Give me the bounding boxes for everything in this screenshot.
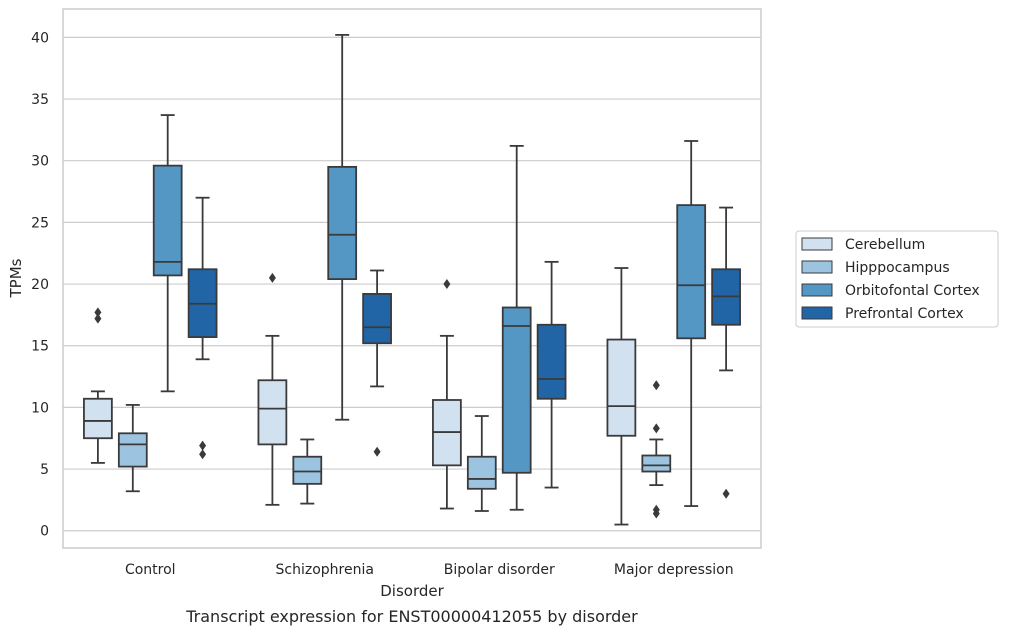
outlier-point	[722, 488, 730, 499]
legend-swatch	[801, 237, 833, 251]
box-iqr	[327, 165, 358, 281]
box-cerebellum-2	[432, 279, 462, 510]
legend-frame	[795, 230, 999, 328]
x-tick-label: Control	[125, 562, 176, 578]
box-plot-series	[83, 34, 741, 526]
box-iqr	[362, 293, 392, 345]
outlier-point	[268, 272, 276, 283]
box-orbitofontal-cortex-3	[676, 140, 707, 507]
outlier-point	[652, 423, 660, 434]
y-tick-label: 10	[31, 400, 49, 416]
legend-swatch	[801, 260, 833, 274]
outlier-point	[199, 440, 207, 451]
box-orbitofontal-cortex-2	[501, 145, 532, 511]
outlier-point	[373, 446, 381, 457]
y-axis-title: TPMs	[7, 258, 25, 298]
box-iqr	[641, 454, 672, 473]
box-orbitofontal-cortex-1	[327, 34, 358, 421]
box-iqr	[466, 455, 497, 490]
box-iqr	[676, 204, 707, 340]
legend-label: Hipppocampus	[845, 260, 950, 276]
x-axis-title: Disorder	[380, 582, 444, 600]
box-hipppocampus-3	[641, 380, 672, 519]
box-cerebellum-1	[257, 272, 288, 506]
box-prefrontal-cortex-0	[187, 196, 218, 460]
box-hipppocampus-0	[117, 404, 148, 493]
chart-caption: Transcript expression for ENST0000041205…	[185, 607, 638, 626]
legend-label: Orbitofontal Cortex	[845, 283, 980, 299]
y-tick-label: 5	[40, 462, 49, 478]
y-tick-label: 25	[31, 215, 49, 231]
box-iqr	[117, 432, 148, 468]
x-tick-label: Major depression	[614, 562, 734, 578]
box-iqr	[152, 164, 183, 277]
box-prefrontal-cortex-3	[711, 206, 741, 499]
y-tick-label: 40	[31, 30, 49, 46]
box-iqr	[83, 397, 113, 440]
box-iqr	[606, 338, 637, 437]
legend-swatch	[801, 283, 833, 297]
box-hipppocampus-2	[466, 415, 497, 512]
box-prefrontal-cortex-1	[362, 269, 392, 457]
legend-label: Cerebellum	[845, 237, 925, 253]
y-axis-ticks: 0 5 10 15 20 25 30 35 40	[31, 30, 49, 539]
box-cerebellum-3	[606, 267, 637, 526]
y-tick-label: 15	[31, 339, 49, 355]
box-orbitofontal-cortex-0	[152, 114, 183, 393]
y-tick-label: 30	[31, 154, 49, 170]
legend-swatch	[801, 306, 833, 320]
y-tick-label: 35	[31, 92, 49, 108]
outlier-point	[652, 380, 660, 391]
box-prefrontal-cortex-2	[536, 260, 567, 489]
outlier-point	[652, 504, 660, 515]
outlier-point	[94, 313, 102, 324]
legend: Cerebellum Hipppocampus Orbitofontal Corte…	[795, 230, 999, 328]
box-hipppocampus-1	[292, 438, 323, 505]
box-iqr	[501, 306, 532, 474]
x-tick-label: Bipolar disorder	[444, 562, 555, 578]
x-tick-label: Schizophrenia	[276, 562, 374, 578]
outlier-point	[94, 307, 102, 318]
x-axis-ticks: Control Schizophrenia Bipolar disorder Majo…	[125, 562, 734, 578]
y-tick-label: 20	[31, 277, 49, 293]
box-iqr	[257, 379, 288, 446]
box-iqr	[536, 323, 567, 400]
box-cerebellum-0	[83, 307, 113, 464]
outlier-point	[199, 449, 207, 460]
legend-label: Prefrontal Cortex	[845, 306, 964, 322]
y-tick-label: 0	[40, 524, 49, 540]
outlier-point	[443, 279, 451, 290]
plot-frame	[62, 8, 762, 549]
box-iqr	[292, 455, 323, 485]
